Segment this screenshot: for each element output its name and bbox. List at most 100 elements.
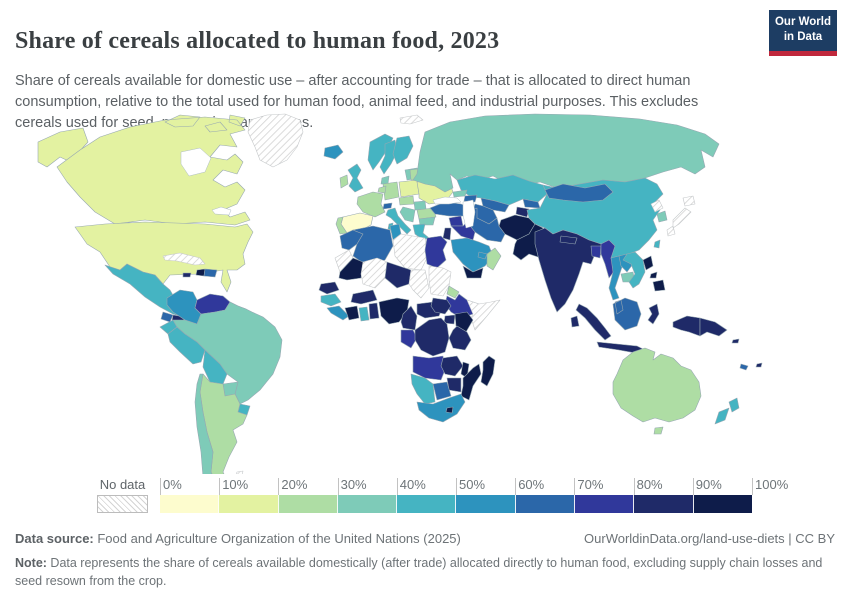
country-togo-benin[interactable]: [368, 302, 380, 320]
country-lesotho[interactable]: [445, 406, 454, 414]
country-peru[interactable]: [167, 326, 206, 365]
country-oman[interactable]: [486, 247, 502, 271]
country-bangladesh[interactable]: [590, 245, 602, 259]
country-sierra-leone-liberia[interactable]: [326, 305, 350, 321]
country-mozambique[interactable]: [460, 363, 482, 401]
country-dr-congo[interactable]: [414, 317, 450, 357]
country-chad[interactable]: [408, 269, 430, 299]
country-madagascar[interactable]: [480, 355, 496, 387]
country-yemen[interactable]: [462, 265, 484, 279]
legend-tick-mark: [515, 478, 517, 495]
country-botswana[interactable]: [432, 381, 452, 401]
country-benelux[interactable]: [377, 185, 387, 194]
legend-color-segment[interactable]: [160, 495, 219, 513]
country-finland[interactable]: [392, 135, 414, 165]
legend-color-segment[interactable]: [218, 495, 278, 513]
country-bulgaria[interactable]: [418, 216, 436, 226]
legend-color-segment[interactable]: [396, 495, 456, 513]
legend-color-segment[interactable]: [574, 495, 634, 513]
country-cuba[interactable]: [162, 252, 206, 266]
country-svalbard[interactable]: [399, 114, 424, 125]
legend-color-segment[interactable]: [514, 495, 575, 513]
country-united-arab-emirates[interactable]: [477, 251, 488, 260]
country-guatemala[interactable]: [160, 311, 174, 323]
continent-asia: [412, 113, 728, 355]
legend-color-segment[interactable]: [633, 495, 693, 513]
country-south-sudan[interactable]: [430, 297, 452, 315]
country-haiti[interactable]: [195, 268, 206, 277]
country-taiwan[interactable]: [653, 239, 661, 249]
great-lakes: [211, 206, 232, 216]
country-ivory-coast[interactable]: [344, 305, 360, 321]
country-uganda[interactable]: [443, 314, 456, 325]
country-gabon-congo[interactable]: [400, 329, 418, 349]
country-czechia-austria[interactable]: [398, 195, 415, 206]
owid-logo[interactable]: Our World in Data: [769, 10, 837, 56]
country-nepal[interactable]: [559, 235, 578, 245]
country-kenya[interactable]: [454, 311, 474, 333]
country-germany[interactable]: [382, 181, 400, 201]
country-papua-new-guinea[interactable]: [699, 317, 728, 337]
country-mongolia[interactable]: [544, 183, 614, 203]
country-guinea[interactable]: [320, 293, 342, 307]
country-mali[interactable]: [360, 257, 388, 289]
country-switzerland[interactable]: [382, 202, 393, 210]
legend-color-segment[interactable]: [336, 495, 397, 513]
country-sweden[interactable]: [379, 139, 398, 175]
country-vietnam[interactable]: [622, 251, 646, 289]
country-falkland-islands[interactable]: [236, 470, 244, 474]
country-somalia[interactable]: [466, 299, 501, 331]
country-tajikistan[interactable]: [515, 206, 530, 218]
country-senegal[interactable]: [318, 281, 340, 295]
country-canada[interactable]: [56, 114, 251, 226]
legend-color-segment[interactable]: [692, 495, 752, 513]
legend-color-segment[interactable]: [277, 495, 337, 513]
country-ghana[interactable]: [358, 306, 370, 322]
footer-note-row: Note: Data represents the share of cerea…: [15, 554, 833, 590]
country-namibia[interactable]: [410, 373, 436, 405]
country-solomon-islands[interactable]: [731, 338, 740, 344]
country-syria[interactable]: [448, 215, 464, 227]
country-angola[interactable]: [412, 355, 446, 381]
country-ireland[interactable]: [339, 174, 349, 189]
country-france[interactable]: [356, 191, 386, 218]
country-north-korea[interactable]: [650, 199, 664, 213]
country-libya[interactable]: [392, 233, 428, 271]
country-sri-lanka[interactable]: [570, 315, 580, 328]
country-australia[interactable]: [612, 347, 702, 435]
country-tanzania[interactable]: [448, 325, 472, 351]
country-hungary-slovakia[interactable]: [413, 200, 427, 211]
country-zambia[interactable]: [440, 355, 464, 377]
country-jamaica[interactable]: [182, 272, 192, 278]
country-jordan[interactable]: [442, 227, 452, 241]
country-egypt[interactable]: [424, 235, 448, 269]
country-south-africa[interactable]: [416, 393, 466, 423]
country-south-korea[interactable]: [656, 210, 668, 223]
country-new-caledonia[interactable]: [739, 363, 749, 371]
country-denmark[interactable]: [380, 175, 390, 185]
country-iceland[interactable]: [323, 144, 344, 160]
legend-color-bar[interactable]: [160, 495, 752, 513]
country-malaysia[interactable]: [612, 297, 642, 331]
country-sudan[interactable]: [428, 265, 452, 297]
country-azerbaijan[interactable]: [463, 194, 478, 203]
country-greenland[interactable]: [247, 113, 304, 168]
country-philippines[interactable]: [642, 255, 666, 292]
country-japan[interactable]: [666, 195, 696, 237]
country-mauritania[interactable]: [338, 257, 364, 281]
legend-color-segment[interactable]: [455, 495, 515, 513]
country-fiji[interactable]: [755, 362, 763, 368]
country-poland[interactable]: [398, 179, 420, 198]
country-romania[interactable]: [416, 207, 437, 220]
country-new-zealand[interactable]: [714, 397, 740, 425]
country-united-kingdom[interactable]: [347, 163, 364, 193]
country-chile[interactable]: [194, 373, 220, 474]
country-burkina-faso[interactable]: [350, 289, 378, 305]
country-india[interactable]: [534, 227, 610, 313]
legend-tick-mark: [219, 478, 221, 495]
legend-no-data-swatch[interactable]: [97, 495, 148, 513]
footer-link[interactable]: OurWorldinData.org/land-use-diets | CC B…: [584, 531, 835, 546]
country-eritrea[interactable]: [446, 285, 460, 299]
country-western-balkans[interactable]: [399, 206, 416, 223]
country-dominican-republic[interactable]: [203, 268, 218, 278]
